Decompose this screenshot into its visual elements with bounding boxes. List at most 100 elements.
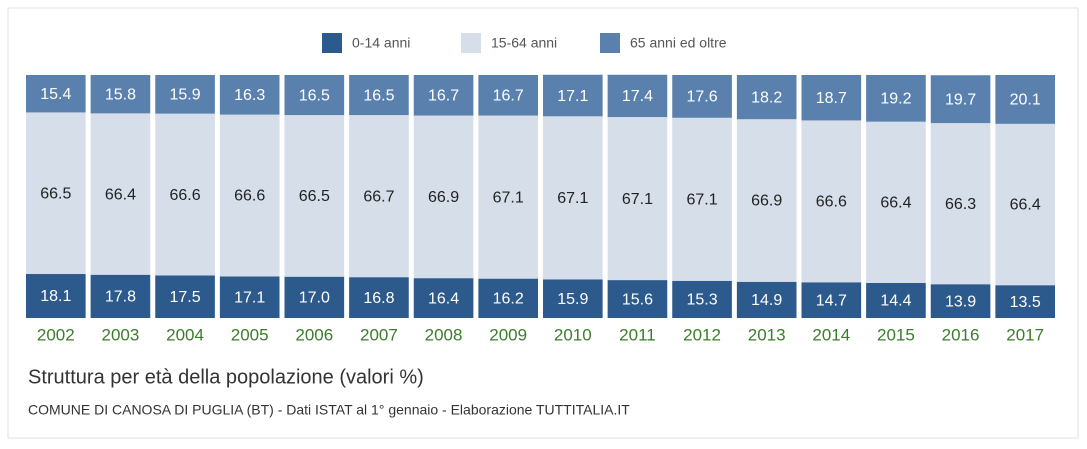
data-label: 19.7 <box>945 91 976 108</box>
bar-segment <box>801 75 862 121</box>
bar-segment <box>995 75 1055 124</box>
data-label: 13.5 <box>1010 294 1041 311</box>
data-label: 17.1 <box>234 289 265 306</box>
data-label: 15.8 <box>105 86 136 103</box>
bar-segment <box>995 123 1055 286</box>
x-tick-label: 2013 <box>748 325 786 344</box>
data-label: 20.1 <box>1010 92 1041 109</box>
bar-segment <box>219 75 280 115</box>
bar-segment <box>26 75 86 113</box>
data-label: 66.9 <box>751 193 782 210</box>
bar-segment <box>90 274 151 318</box>
bar-segment <box>349 115 409 278</box>
data-label: 17.1 <box>557 88 588 105</box>
data-label: 16.7 <box>493 88 524 105</box>
x-tick-label: 2007 <box>360 325 398 344</box>
bar-segment <box>413 75 474 116</box>
data-label: 15.3 <box>686 292 717 309</box>
data-label: 16.5 <box>363 87 394 104</box>
bar-segment <box>478 278 538 318</box>
x-tick-label: 2017 <box>1006 325 1044 344</box>
legend-label: 65 anni ed oltre <box>630 35 727 51</box>
bar-segment <box>543 116 603 280</box>
data-label: 66.5 <box>299 188 330 205</box>
bar-segment <box>349 277 409 318</box>
bar-segment <box>543 74 603 117</box>
bar-segment <box>219 114 280 277</box>
data-label: 17.4 <box>622 88 653 105</box>
bar-segment <box>866 75 926 122</box>
data-label: 15.9 <box>557 291 588 308</box>
data-label: 16.7 <box>428 88 459 105</box>
x-tick-label: 2003 <box>102 325 140 344</box>
legend-swatch <box>461 33 481 53</box>
data-label: 66.5 <box>40 185 71 202</box>
data-label: 66.4 <box>880 195 911 212</box>
bar-segment <box>607 74 668 118</box>
bar-segment <box>995 285 1055 318</box>
legend-swatch <box>322 33 342 53</box>
data-label: 14.9 <box>751 292 782 309</box>
data-label: 16.3 <box>234 87 265 104</box>
data-label: 66.7 <box>363 188 394 205</box>
data-label: 17.0 <box>299 290 330 307</box>
data-label: 67.1 <box>622 191 653 208</box>
bar-segment <box>413 115 474 279</box>
chart-subtitle: COMUNE DI CANOSA DI PUGLIA (BT) - Dati I… <box>28 402 630 418</box>
data-label: 16.2 <box>493 291 524 308</box>
data-label: 16.8 <box>363 290 394 307</box>
bar-segment <box>736 75 797 120</box>
data-label: 14.7 <box>816 292 847 309</box>
bar-segment <box>90 113 151 275</box>
chart-title: Struttura per età della popolazione (val… <box>28 366 424 388</box>
bar-segment <box>801 120 862 283</box>
bar-segment <box>607 280 668 318</box>
bar-segment <box>866 283 926 318</box>
data-label: 15.6 <box>622 291 653 308</box>
legend-label: 15-64 anni <box>491 35 557 51</box>
bar-segment <box>413 278 474 318</box>
x-tick-label: 2016 <box>942 325 980 344</box>
x-tick-label: 2009 <box>489 325 527 344</box>
data-label: 16.5 <box>299 87 330 104</box>
x-tick-label: 2015 <box>877 325 915 344</box>
bar-segment <box>543 279 603 318</box>
legend-label: 0-14 anni <box>352 35 410 51</box>
bar-segment <box>672 117 732 281</box>
data-label: 17.8 <box>105 289 136 306</box>
data-label: 17.5 <box>169 289 200 306</box>
x-tick-label: 2012 <box>683 325 721 344</box>
data-label: 16.4 <box>428 290 459 307</box>
bar-segment <box>930 75 991 124</box>
x-tick-label: 2014 <box>812 325 850 344</box>
bar-segment <box>478 115 538 279</box>
bar-segment <box>672 280 732 318</box>
data-label: 18.1 <box>40 288 71 305</box>
bar-segment <box>219 276 280 318</box>
bar-segment <box>930 284 991 318</box>
data-label: 66.6 <box>169 187 200 204</box>
data-label: 66.4 <box>105 186 136 203</box>
data-label: 17.6 <box>686 89 717 106</box>
data-label: 66.4 <box>1010 197 1041 214</box>
bar-segment <box>801 282 862 318</box>
bar-segment <box>155 75 215 114</box>
data-label: 67.1 <box>493 189 524 206</box>
bar-segment <box>607 117 668 281</box>
data-label: 67.1 <box>557 190 588 207</box>
bar-segment <box>672 75 732 118</box>
data-label: 14.4 <box>880 293 911 310</box>
bar-segment <box>284 276 345 318</box>
data-label: 13.9 <box>945 293 976 310</box>
data-label: 66.3 <box>945 196 976 213</box>
bar-segment <box>155 275 215 318</box>
data-label: 18.2 <box>751 89 782 106</box>
bar-segment <box>736 281 797 318</box>
bar-segment <box>26 112 86 275</box>
legend-swatch <box>600 33 620 53</box>
data-label: 19.2 <box>880 91 911 108</box>
data-label: 18.7 <box>816 90 847 107</box>
x-tick-label: 2011 <box>619 325 656 344</box>
